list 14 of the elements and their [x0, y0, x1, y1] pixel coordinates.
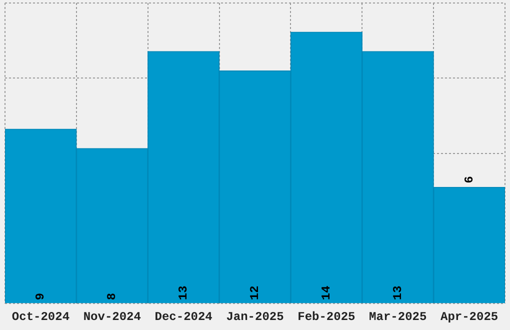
data-label: 12: [248, 286, 262, 300]
data-label: 9: [34, 292, 48, 300]
data-label: 14: [319, 286, 334, 300]
x-tick-label: Apr-2025: [440, 310, 498, 324]
x-tick-label: Dec-2024: [154, 310, 212, 324]
data-label: 13: [390, 286, 405, 300]
x-tick-label: Jan-2025: [226, 310, 284, 324]
data-label: 6: [462, 176, 476, 184]
data-label: 13: [176, 286, 191, 300]
x-tick-label: Nov-2024: [83, 310, 141, 324]
x-tick-label: Feb-2025: [298, 310, 356, 324]
x-tick-label: Mar-2025: [369, 310, 427, 324]
data-label: 8: [105, 292, 120, 300]
x-tick-label: Oct-2024: [12, 310, 70, 324]
